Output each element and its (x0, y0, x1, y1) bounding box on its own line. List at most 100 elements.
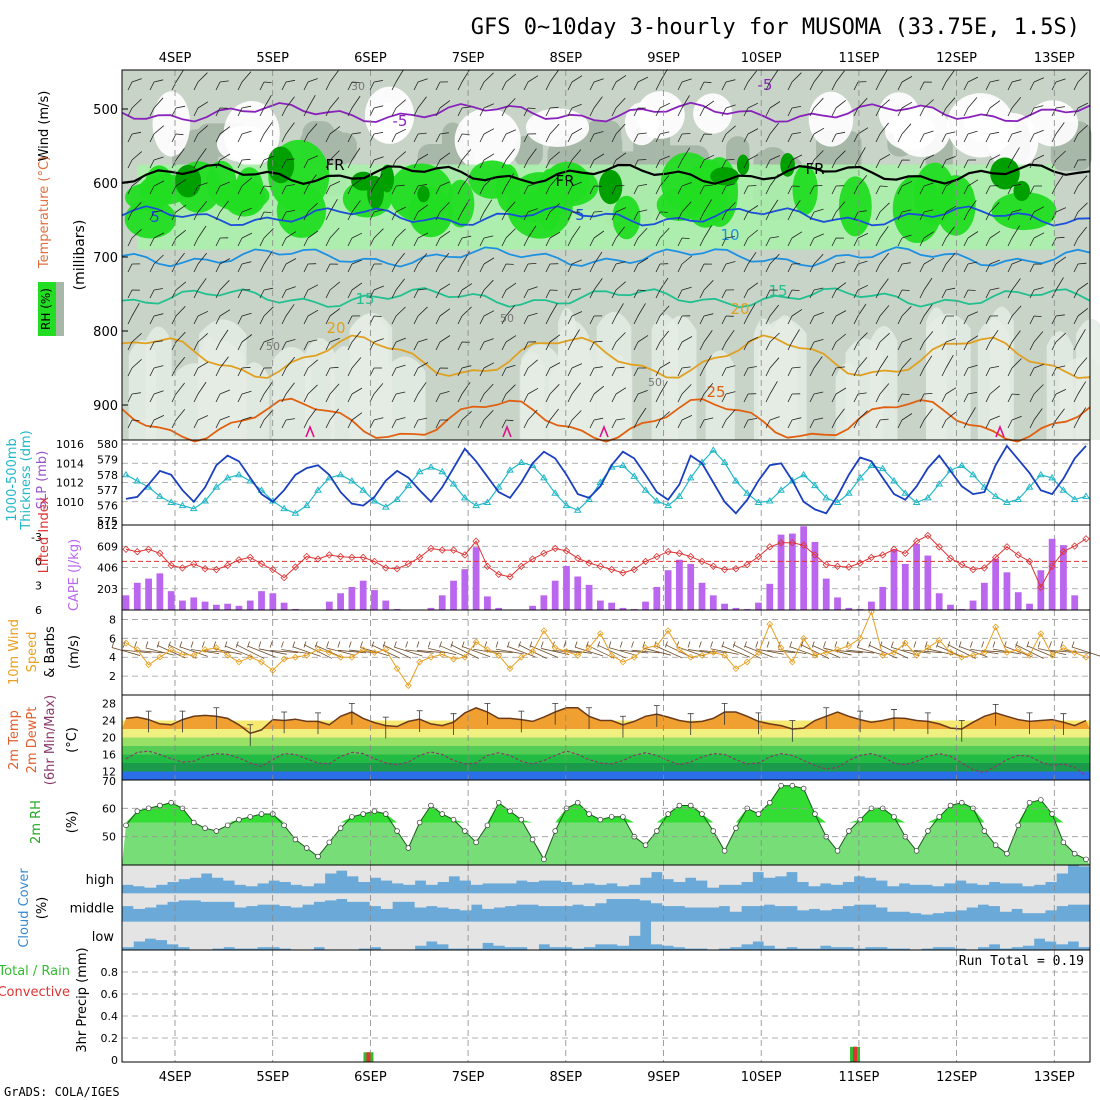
wind-barb (1007, 97, 1022, 117)
rh2m-point (936, 814, 942, 820)
wind-barb (435, 419, 448, 429)
cloud-middle-clear (774, 893, 787, 907)
cape-bar (179, 600, 186, 610)
temp-band (122, 771, 1090, 780)
cloud-middle-clear (437, 893, 449, 908)
wind-barb (743, 154, 759, 169)
wind-barb (325, 337, 340, 351)
temp-ylabel-2: 2m DewPt (25, 707, 40, 774)
li-point (890, 545, 898, 553)
wind-tick-label: 6 (109, 632, 116, 645)
wind-barb (237, 232, 253, 247)
wind-barb (281, 304, 295, 325)
rh2m-point (834, 848, 841, 854)
wind-barb (303, 384, 318, 403)
wind-barb (501, 73, 517, 91)
cloud-high-clear (853, 865, 866, 877)
dry-region (989, 306, 1014, 440)
rh2m-point (383, 811, 389, 817)
temp-minmax-whisker (857, 710, 864, 733)
wind-barb-10m (597, 641, 626, 659)
rh2m-point (213, 828, 220, 834)
wind-speed-point (924, 644, 932, 652)
wind-barb (919, 277, 933, 299)
wind-barb (325, 126, 341, 143)
wind-barb (963, 179, 979, 195)
wind-barb (611, 387, 627, 403)
cape-bar (382, 600, 390, 610)
wind-barb (1029, 287, 1044, 299)
wind-barb (919, 99, 934, 117)
wind-barb (721, 315, 734, 325)
wind-barb-10m (811, 641, 841, 659)
cloud-middle-clear (324, 893, 337, 901)
wind-speed-point (258, 658, 265, 666)
cloud-low-clear (268, 921, 281, 948)
dry-region (636, 91, 685, 139)
cloud-middle-clear (549, 893, 562, 907)
cape-bar (800, 526, 808, 610)
wind-barb-10m (631, 641, 660, 654)
wind-barb (567, 103, 582, 117)
wind-barb (523, 148, 537, 169)
cloud-middle-clear (167, 893, 179, 902)
cloud-level-label: middle (70, 902, 114, 917)
wind-barb (237, 261, 252, 273)
wind-barb (963, 261, 978, 273)
wind-barb-10m (1015, 641, 1044, 659)
thickness-tick-label: 577 (97, 484, 118, 497)
wind-barb (369, 209, 384, 221)
wind-barb (545, 303, 558, 325)
rh2m-point (518, 816, 525, 823)
wind-barb-10m (405, 641, 434, 654)
wind-speed-point (709, 649, 717, 656)
cloud-high-clear (324, 865, 337, 874)
cloud-middle-clear (954, 893, 967, 911)
wind-barb (193, 381, 207, 403)
wind-barb (237, 289, 251, 299)
rh2m-point (710, 828, 717, 834)
wind-barb (281, 382, 295, 403)
thickness-point (551, 489, 560, 496)
rh2m-point (191, 819, 197, 826)
thickness-point (302, 501, 311, 509)
wind-barb (809, 185, 823, 195)
wind-barb (897, 393, 910, 403)
x-bottom-tick-label: 7SEP (452, 1070, 485, 1085)
wind-barb (479, 176, 494, 195)
rh2m-point (529, 836, 536, 843)
cape-bar (337, 593, 344, 610)
wind-barb (237, 390, 252, 403)
wind-barb (853, 332, 868, 351)
wind-barb (413, 232, 429, 247)
cape-bar (732, 607, 740, 610)
contour-label: 5 (150, 208, 160, 226)
wind-barb (963, 289, 976, 299)
wind-barb (567, 225, 581, 247)
cloud-middle-clear (696, 893, 708, 908)
li-point (167, 561, 175, 570)
rh2m-point (981, 828, 988, 834)
wind-barb (831, 333, 847, 351)
cloud-high-clear (617, 865, 630, 887)
cloud-middle-clear (380, 893, 393, 909)
li-point (212, 565, 221, 574)
cloud-high-clear (470, 865, 483, 885)
cloud-high-clear (189, 865, 202, 878)
cloud-middle-clear (392, 893, 404, 902)
cloud-middle-clear (1056, 893, 1068, 907)
rh-band-mid (276, 183, 327, 238)
cloud-low-clear (144, 921, 157, 939)
wind-barb (831, 150, 846, 169)
cloud-middle-clear (245, 893, 258, 907)
wind-barb (589, 315, 603, 325)
wind-barb (303, 95, 316, 117)
wind-barb (743, 336, 759, 351)
temp-minmax-whisker (1026, 712, 1033, 735)
wind-barb (919, 355, 933, 377)
dry-region (351, 312, 393, 440)
wind-barb (413, 183, 428, 195)
wind-barb (611, 185, 625, 195)
wind-barb (435, 230, 451, 247)
temp-ylabel-3: (6hr Min/Max) (43, 695, 58, 785)
